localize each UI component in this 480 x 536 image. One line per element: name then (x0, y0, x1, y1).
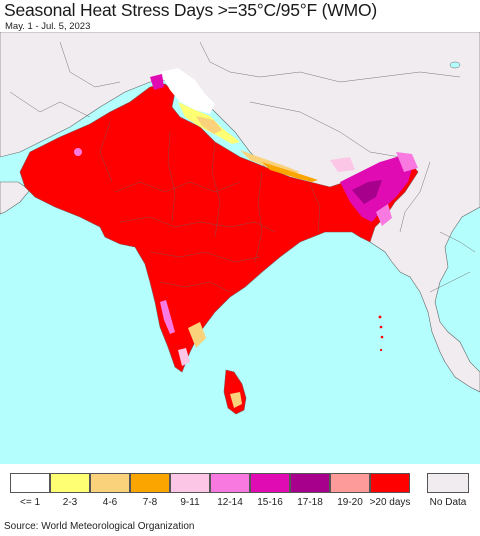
andaman-islands (378, 315, 384, 352)
legend-label: 9-11 (180, 497, 200, 508)
legend-swatch (370, 473, 410, 493)
legend-swatch (50, 473, 90, 493)
map-title: Seasonal Heat Stress Days >=35°C/95°F (W… (4, 0, 378, 20)
legend-label: 2-3 (62, 497, 78, 508)
south-pink (178, 348, 190, 366)
legend-swatch (170, 473, 210, 493)
heat-region-main (19, 83, 419, 373)
northeast-light (330, 157, 355, 172)
legend-label: 12-14 (217, 497, 243, 508)
legend-label: 19-20 (337, 497, 363, 508)
heat-stress-map (0, 32, 480, 464)
himalaya-orange (196, 116, 300, 174)
lake (449, 61, 461, 69)
himalaya-low-band (160, 68, 215, 114)
state-borders (99, 121, 321, 293)
legend-swatch (90, 473, 130, 493)
legend-label: <= 1 (19, 497, 41, 508)
legend-swatch (330, 473, 370, 493)
legend-label: 17-18 (297, 497, 323, 508)
northeast-pink (376, 152, 418, 226)
legend-label: 7-8 (142, 497, 158, 508)
date-range: May. 1 - Jul. 5, 2023 (5, 21, 91, 32)
background-borders (9, 41, 476, 293)
land-oman (0, 181, 31, 215)
source-credit: Source: World Meteorological Organizatio… (4, 521, 195, 532)
pakistan-spot (74, 148, 82, 156)
legend-swatch (290, 473, 330, 493)
northeast-purple (352, 180, 382, 204)
kashmir-pink (150, 74, 164, 90)
sri-lanka-interior (230, 392, 242, 408)
legend-label: 4-6 (102, 497, 118, 508)
legend-no-data-swatch (427, 473, 469, 493)
legend-swatch (130, 473, 170, 493)
legend-swatch (10, 473, 50, 493)
legend-label: >20 days (369, 497, 411, 508)
south-orange (188, 322, 206, 348)
ghats-pink (160, 300, 175, 334)
legend-swatch (210, 473, 250, 493)
nepal-strip (262, 162, 318, 182)
legend-label: 15-16 (257, 497, 283, 508)
legend-swatch (250, 473, 290, 493)
legend-no-data-label: No Data (429, 497, 467, 508)
